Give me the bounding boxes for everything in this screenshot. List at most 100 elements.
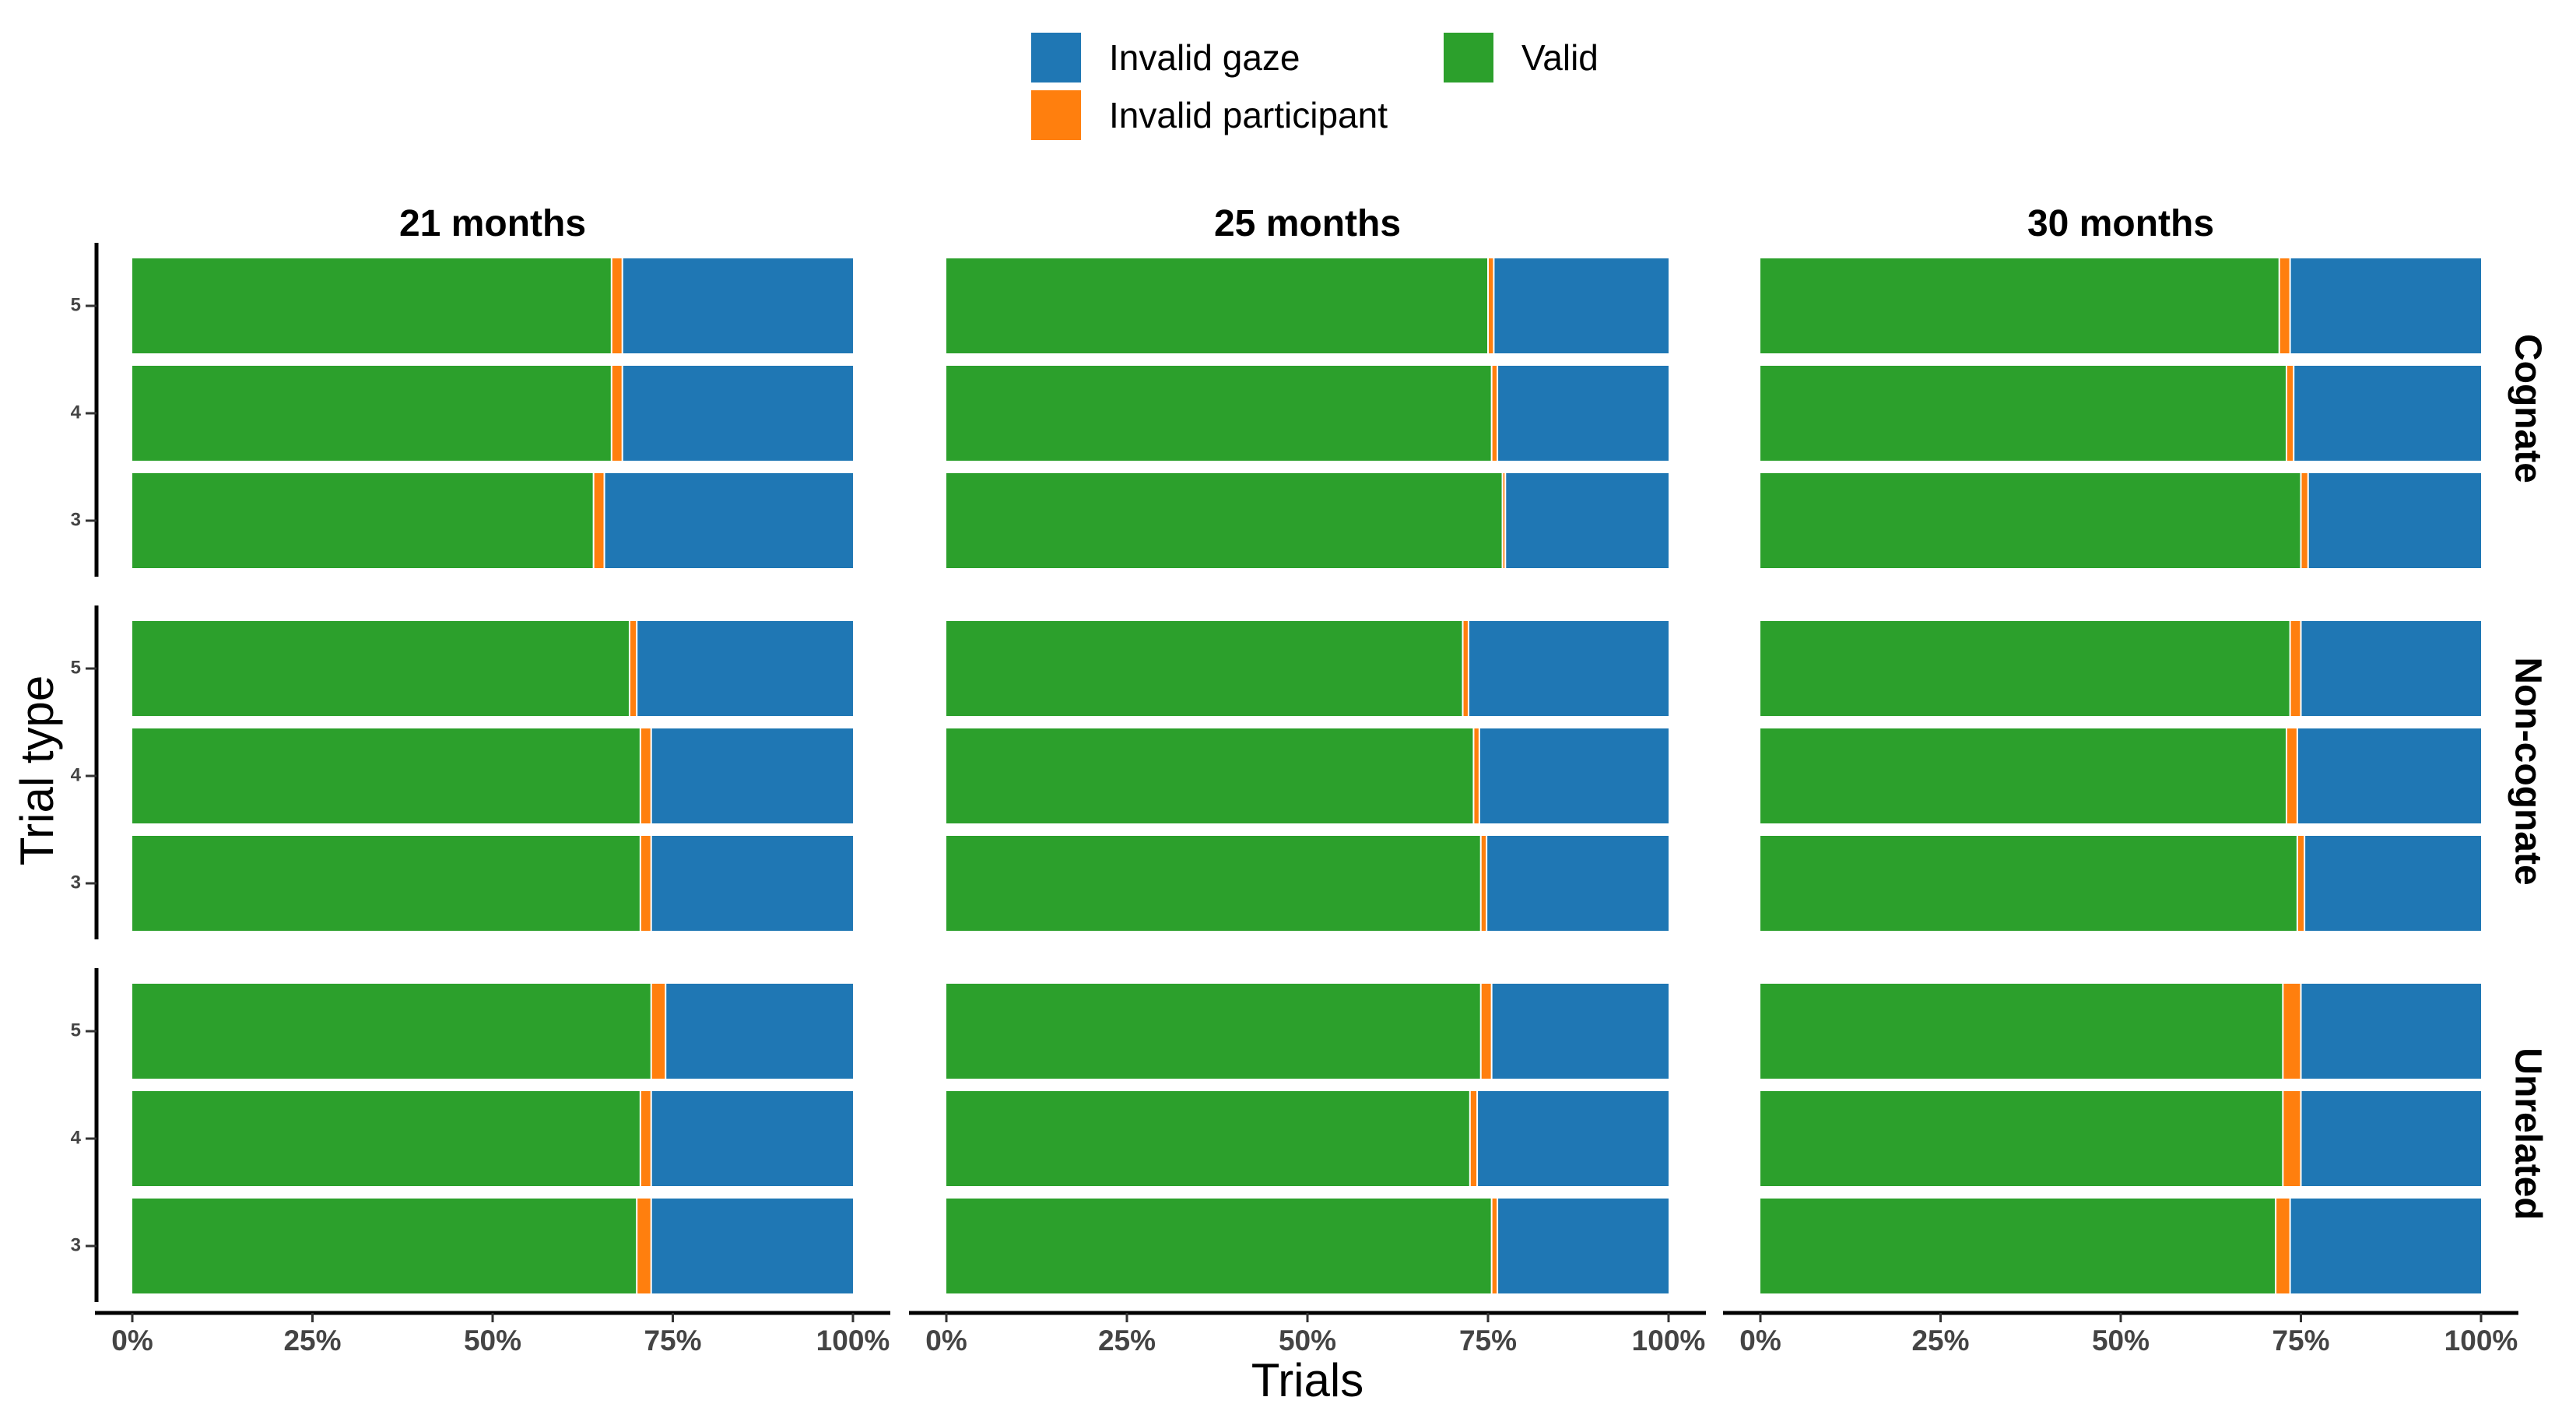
bar-25-months-non-cognate-3-invalid-participant [1480, 836, 1487, 931]
x-axis-title: Trials [1251, 1354, 1363, 1406]
bar-21-months-cognate-3-invalid-gaze [604, 473, 853, 568]
bar-30-months-non-cognate-4-invalid-gaze [2297, 728, 2481, 823]
bar-30-months-cognate-4-invalid-participant [2286, 366, 2294, 461]
legend-label-invalid-gaze: Invalid gaze [1109, 37, 1300, 78]
bar-21-months-non-cognate-3-valid [132, 836, 640, 931]
y-tick-label-non-cognate-3: 3 [71, 872, 81, 893]
bar-21-months-cognate-5-invalid-gaze [622, 258, 853, 353]
x-tick-label-30-months-75: 75% [2272, 1325, 2329, 1357]
bar-21-months-cognate-3-invalid-participant [593, 473, 605, 568]
bar-21-months-non-cognate-4-valid [132, 728, 640, 823]
facet-title-21-months: 21 months [399, 203, 586, 244]
bar-30-months-cognate-5-invalid-gaze [2290, 258, 2481, 353]
bar-25-months-cognate-4-invalid-gaze [1497, 366, 1669, 461]
facet-title-30-months: 30 months [2027, 203, 2214, 244]
bar-21-months-non-cognate-4-invalid-gaze [651, 728, 853, 823]
bar-30-months-cognate-5-invalid-participant [2279, 258, 2290, 353]
bar-25-months-cognate-3-invalid-gaze [1505, 473, 1669, 568]
legend: Invalid gaze Invalid participant Valid [1031, 33, 1654, 149]
bar-25-months-cognate-4-invalid-participant [1491, 366, 1498, 461]
bar-21-months-non-cognate-5-invalid-participant [629, 621, 637, 716]
y-tick-label-unrelated-4: 4 [71, 1127, 82, 1148]
bar-30-months-unrelated-4-valid [1760, 1091, 2283, 1186]
bar-21-months-unrelated-3-invalid-gaze [651, 1199, 853, 1293]
bar-25-months-cognate-4-valid [946, 366, 1492, 461]
bar-21-months-non-cognate-3-invalid-gaze [651, 836, 853, 931]
bar-30-months-cognate-4-invalid-gaze [2293, 366, 2481, 461]
bar-25-months-unrelated-4-invalid-participant [1469, 1091, 1478, 1186]
y-tick-label-non-cognate-4: 4 [71, 764, 82, 785]
bar-25-months-non-cognate-3-valid [946, 836, 1481, 931]
bar-21-months-non-cognate-4-invalid-participant [640, 728, 651, 823]
bar-25-months-unrelated-4-invalid-gaze [1477, 1091, 1669, 1186]
bar-30-months-non-cognate-3-invalid-participant [2297, 836, 2305, 931]
x-tick-label-25-months-75: 75% [1459, 1325, 1517, 1357]
bar-30-months-non-cognate-4-invalid-participant [2286, 728, 2297, 823]
bar-30-months-unrelated-3-invalid-gaze [2290, 1199, 2481, 1293]
x-tick-label-30-months-100: 100% [2444, 1325, 2518, 1357]
bar-25-months-unrelated-5-invalid-participant [1480, 984, 1492, 1079]
y-tick-label-non-cognate-5: 5 [71, 657, 81, 678]
x-tick-label-30-months-25: 25% [1911, 1325, 1969, 1357]
y-tick-label-unrelated-3: 3 [71, 1234, 81, 1255]
legend-item-invalid-gaze: Invalid gaze [1031, 33, 1300, 82]
bar-30-months-non-cognate-5-valid [1760, 621, 2290, 716]
bar-21-months-cognate-4-invalid-participant [611, 366, 623, 461]
bar-25-months-cognate-5-invalid-participant [1488, 258, 1494, 353]
bar-21-months-unrelated-3-valid [132, 1199, 637, 1293]
facet-strip-cognate: Cognate [2507, 334, 2548, 483]
y-tick-label-cognate-5: 5 [71, 294, 81, 315]
bar-30-months-cognate-4-valid [1760, 366, 2286, 461]
y-tick-label-cognate-3: 3 [71, 509, 81, 530]
x-tick-label-21-months-0: 0% [111, 1325, 153, 1357]
facet-strip-unrelated: Unrelated [2507, 1048, 2548, 1220]
bar-30-months-unrelated-5-valid [1760, 984, 2283, 1079]
bar-21-months-cognate-4-invalid-gaze [622, 366, 853, 461]
legend-item-invalid-participant: Invalid participant [1031, 90, 1388, 140]
bar-21-months-unrelated-4-valid [132, 1091, 640, 1186]
legend-label-valid: Valid [1521, 37, 1599, 78]
bar-30-months-unrelated-3-invalid-participant [2276, 1199, 2290, 1293]
bar-30-months-non-cognate-3-invalid-gaze [2304, 836, 2481, 931]
bar-25-months-cognate-5-valid [946, 258, 1488, 353]
bar-30-months-cognate-3-invalid-gaze [2308, 473, 2481, 568]
bar-30-months-non-cognate-4-valid [1760, 728, 2286, 823]
facet-title-25-months: 25 months [1214, 203, 1401, 244]
bar-25-months-unrelated-3-valid [946, 1199, 1492, 1293]
bar-30-months-cognate-3-valid [1760, 473, 2301, 568]
bar-21-months-cognate-3-valid [132, 473, 594, 568]
y-axis-title: Trial type [11, 676, 63, 866]
bar-21-months-non-cognate-5-valid [132, 621, 630, 716]
bar-25-months-non-cognate-5-valid [946, 621, 1463, 716]
facet-strip-non-cognate: Non-cognate [2507, 657, 2548, 885]
bar-21-months-unrelated-3-invalid-participant [637, 1199, 651, 1293]
bar-25-months-non-cognate-3-invalid-gaze [1486, 836, 1669, 931]
legend-swatch-valid [1444, 33, 1493, 82]
bar-21-months-unrelated-5-invalid-participant [651, 984, 666, 1079]
y-tick-label-cognate-4: 4 [71, 402, 82, 423]
bar-25-months-non-cognate-4-invalid-gaze [1479, 728, 1669, 823]
x-tick-label-21-months-25: 25% [283, 1325, 341, 1357]
bar-25-months-cognate-5-invalid-gaze [1493, 258, 1669, 353]
legend-swatch-invalid-participant [1031, 90, 1081, 140]
bar-25-months-non-cognate-5-invalid-gaze [1468, 621, 1669, 716]
bar-21-months-unrelated-4-invalid-gaze [651, 1091, 853, 1186]
bar-25-months-non-cognate-4-valid [946, 728, 1474, 823]
bar-30-months-non-cognate-5-invalid-participant [2290, 621, 2301, 716]
bar-30-months-unrelated-3-valid [1760, 1199, 2276, 1293]
y-tick-label-unrelated-5: 5 [71, 1020, 81, 1041]
x-tick-label-25-months-25: 25% [1098, 1325, 1156, 1357]
x-tick-label-21-months-100: 100% [816, 1325, 890, 1357]
x-tick-label-25-months-0: 0% [925, 1325, 967, 1357]
bar-30-months-non-cognate-3-valid [1760, 836, 2297, 931]
bar-25-months-unrelated-5-valid [946, 984, 1481, 1079]
bar-21-months-cognate-5-invalid-participant [611, 258, 623, 353]
bar-21-months-unrelated-4-invalid-participant [640, 1091, 651, 1186]
bar-25-months-unrelated-5-invalid-gaze [1491, 984, 1669, 1079]
bar-30-months-unrelated-4-invalid-gaze [2301, 1091, 2481, 1186]
x-tick-label-21-months-75: 75% [644, 1325, 701, 1357]
x-tick-label-30-months-50: 50% [2092, 1325, 2150, 1357]
bar-30-months-unrelated-4-invalid-participant [2283, 1091, 2301, 1186]
bar-25-months-unrelated-3-invalid-gaze [1497, 1199, 1669, 1293]
